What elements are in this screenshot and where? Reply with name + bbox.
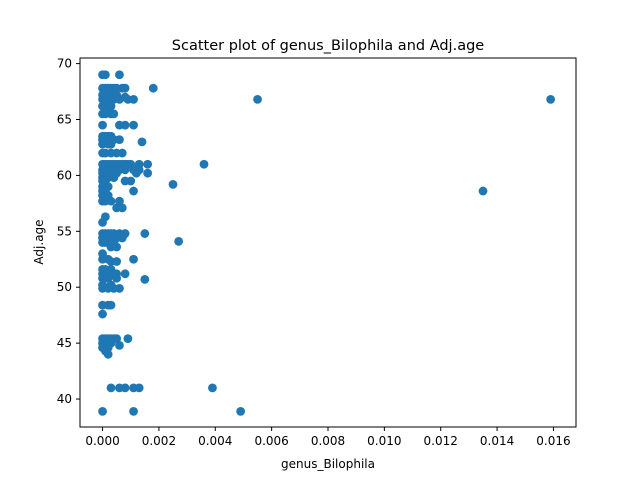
data-point xyxy=(129,186,138,196)
data-point xyxy=(168,179,178,189)
x-tick-label: 0.008 xyxy=(311,434,345,448)
data-point xyxy=(129,94,138,104)
data-point xyxy=(236,406,246,416)
data-point xyxy=(134,383,144,393)
data-point xyxy=(140,229,150,238)
data-point xyxy=(112,273,122,283)
data-point xyxy=(143,168,153,178)
data-point xyxy=(100,70,110,80)
x-tick-label: 0.000 xyxy=(85,434,119,448)
data-point xyxy=(106,196,116,206)
data-point xyxy=(103,349,113,359)
data-point xyxy=(98,217,107,227)
data-point xyxy=(129,254,138,264)
data-point xyxy=(140,275,150,284)
data-point xyxy=(120,383,130,393)
data-point xyxy=(126,176,136,186)
data-point xyxy=(120,120,130,130)
x-tick-label: 0.012 xyxy=(424,434,458,448)
y-tick-label: 40 xyxy=(57,392,72,406)
x-tick-label: 0.002 xyxy=(142,434,176,448)
x-tick-label: 0.006 xyxy=(254,434,288,448)
data-point xyxy=(120,92,130,102)
data-point xyxy=(112,257,122,266)
data-point xyxy=(106,101,116,111)
data-point xyxy=(115,135,124,145)
y-tick-label: 60 xyxy=(57,168,72,182)
data-point xyxy=(115,340,124,350)
data-point xyxy=(120,269,130,279)
data-point xyxy=(129,406,138,416)
data-point xyxy=(137,137,147,147)
data-points xyxy=(98,70,556,416)
data-point xyxy=(106,139,116,149)
data-point xyxy=(106,300,116,310)
x-axis-ticks: 0.000 0.002 0.004 0.006 0.008 0.010 0.012 0.014… xyxy=(85,427,571,448)
data-point xyxy=(120,165,130,175)
data-point xyxy=(109,173,119,183)
y-tick-label: 50 xyxy=(57,280,72,294)
data-point xyxy=(115,70,124,80)
data-point xyxy=(208,383,217,393)
data-point xyxy=(106,383,116,393)
data-point xyxy=(98,120,107,130)
data-point xyxy=(253,94,262,104)
data-point xyxy=(123,334,133,344)
data-point xyxy=(199,159,209,169)
data-point xyxy=(174,236,184,246)
data-point xyxy=(143,159,153,169)
x-tick-label: 0.014 xyxy=(480,434,514,448)
y-tick-label: 65 xyxy=(57,113,72,127)
data-point xyxy=(109,109,119,119)
data-point xyxy=(148,83,158,93)
data-point xyxy=(115,283,124,293)
data-point xyxy=(98,406,107,416)
data-point xyxy=(129,120,138,130)
data-point xyxy=(98,309,107,319)
y-axis-ticks: 40 45 50 55 60 65 70 xyxy=(57,57,80,406)
y-tick-label: 45 xyxy=(57,336,72,350)
data-point xyxy=(103,273,113,283)
data-point xyxy=(131,168,141,178)
x-tick-label: 0.010 xyxy=(367,434,401,448)
chart-title: Scatter plot of genus_Bilophila and Adj.… xyxy=(172,38,485,54)
y-axis-label: Adj.age xyxy=(32,219,46,264)
y-tick-label: 55 xyxy=(57,224,72,238)
data-point xyxy=(117,233,127,243)
data-point xyxy=(117,203,127,213)
x-axis-label: genus_Bilophila xyxy=(281,457,375,471)
plot-area xyxy=(79,57,577,428)
data-point xyxy=(120,83,130,93)
y-tick-label: 70 xyxy=(57,57,72,71)
x-tick-label: 0.016 xyxy=(536,434,570,448)
data-point xyxy=(546,94,556,104)
data-point xyxy=(115,196,124,206)
data-point xyxy=(478,186,488,196)
data-point xyxy=(112,242,122,252)
data-point xyxy=(117,148,127,158)
x-tick-label: 0.004 xyxy=(198,434,232,448)
